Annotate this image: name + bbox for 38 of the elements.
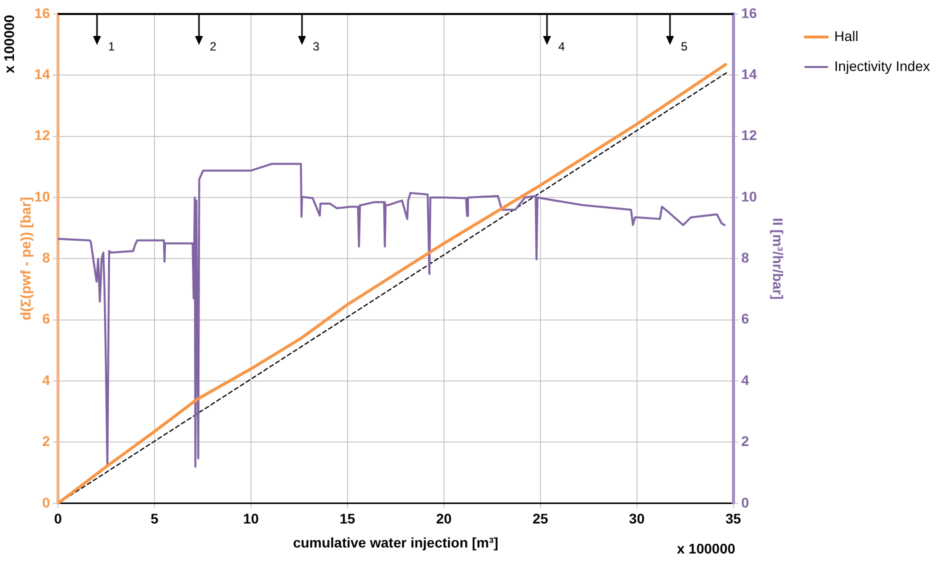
annotation: 4 <box>558 39 566 54</box>
y2-tick-label: 0 <box>741 494 750 510</box>
x-axis-title: cumulative water injection [m³] <box>292 534 498 550</box>
x-tick-label: 30 <box>629 510 645 527</box>
y-tick-label: 14 <box>34 66 50 82</box>
y-tick-label: 0 <box>42 494 50 510</box>
annotation: 2 <box>210 39 217 54</box>
x-tick-label: 20 <box>436 510 452 527</box>
y2-tick-label: 8 <box>741 250 750 266</box>
annotation: 1 <box>108 39 116 54</box>
annotation: 5 <box>680 39 688 54</box>
y2-tick-label: 6 <box>741 310 750 327</box>
y-tick-label: 4 <box>42 372 50 388</box>
y-tick-label: 12 <box>34 127 50 144</box>
y-tick-label: 8 <box>42 250 50 266</box>
y-axis-title: d(Σ(pwf - pe)) [bar] <box>17 196 34 320</box>
text: x 100000 <box>0 14 17 74</box>
y2-tick-label: 4 <box>741 372 750 388</box>
x-tick-label: 0 <box>54 510 62 527</box>
annotation: 3 <box>312 39 320 54</box>
legend-label: Injectivity Index <box>834 58 930 74</box>
x-tick-label: 15 <box>340 510 356 527</box>
y-tick-label: 6 <box>42 310 50 327</box>
y2-tick-label: 2 <box>741 433 750 450</box>
y2-tick-label: 14 <box>741 66 758 82</box>
y2-tick-label: 10 <box>741 188 758 204</box>
x-tick-label: 25 <box>532 510 548 527</box>
text: x 100000 <box>676 540 736 556</box>
legend-label: Hall <box>834 28 858 44</box>
y-tick-label: 10 <box>34 188 50 204</box>
x-tick-label: 5 <box>150 510 159 527</box>
x-tick-label: 10 <box>243 510 259 527</box>
y2-axis-title: II [m³/hr/bar] <box>770 218 786 300</box>
y-tick-label: 16 <box>34 4 50 21</box>
y-tick-label: 2 <box>42 433 50 450</box>
y2-tick-label: 12 <box>741 127 758 144</box>
x-tick-label: 35 <box>726 510 742 527</box>
y2-tick-label: 16 <box>741 4 758 21</box>
